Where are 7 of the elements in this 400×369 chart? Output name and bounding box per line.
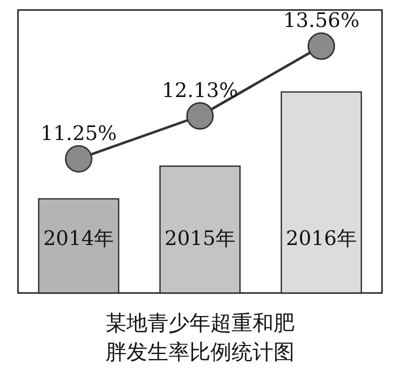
text: 某地青少年超重和肥胖发生率比例统计图 <box>106 311 294 364</box>
x-tick-label: 2016年 <box>286 226 357 250</box>
x-tick-label: 2015年 <box>164 226 236 250</box>
data-label: 12.13% <box>162 78 238 102</box>
data-label: 11.25% <box>40 120 117 145</box>
x-tick-label: 2014年 <box>43 226 114 250</box>
data-label: 13.56% <box>283 8 360 32</box>
